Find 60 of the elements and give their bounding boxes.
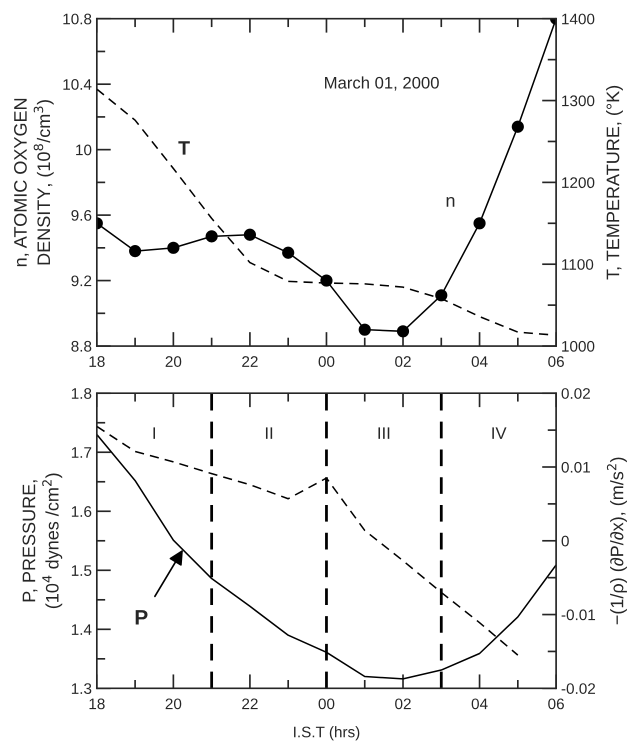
x-tick-label: 22 <box>242 356 258 367</box>
y-tick-label: 10 <box>76 144 92 156</box>
y2-tick-label: 1400 <box>562 14 594 24</box>
y2-axis-title: T, TEMPERATURE, (°K) <box>606 86 623 280</box>
x-tick-label: 02 <box>395 356 411 367</box>
y-tick-label: 8.8 <box>71 340 92 352</box>
point <box>473 217 486 230</box>
y-tick-label: 9.6 <box>71 210 92 221</box>
y-tick-label: 10.4 <box>63 79 92 90</box>
point <box>358 324 371 336</box>
y-axis-title: P, PRESSURE, (10$^{4}$ dynes /cm$^{2}$) <box>22 474 62 608</box>
y2-tick-label: -0.02 <box>562 683 596 694</box>
annotation: n <box>446 196 454 207</box>
y-axis-title: n, ATOMIC OXYGEN DENSITY, (10$^{8}$/cm$^{3}$) <box>14 98 54 266</box>
y2-tick-label: 0.01 <box>562 462 590 473</box>
point <box>167 242 180 254</box>
y2-tick-label: 0 <box>562 536 569 546</box>
y-tick-label: 1.8 <box>72 388 92 399</box>
point <box>512 120 524 133</box>
point <box>244 228 256 241</box>
x-tick-label: 00 <box>318 698 334 710</box>
annotation: I <box>153 427 156 439</box>
annotation: III <box>378 427 390 439</box>
point <box>129 245 142 258</box>
y2-tick-label: 1000 <box>562 340 594 352</box>
y2-tick-label: 0.02 <box>562 388 590 399</box>
x-tick-label: 04 <box>472 356 488 367</box>
y-tick-label: 1.3 <box>72 683 92 694</box>
annotation: T <box>178 141 190 155</box>
y2-tick-label: -0.01 <box>562 609 596 620</box>
y2-tick-label: 1200 <box>562 177 594 188</box>
x-axis-title: I.S.T (hrs) <box>294 726 360 740</box>
y-tick-label: 1.5 <box>72 565 92 576</box>
x-tick-label: 00 <box>318 356 334 367</box>
annotation: P <box>136 610 148 624</box>
x-tick-label: 18 <box>89 356 105 367</box>
annotation: II <box>266 427 272 439</box>
x-tick-label: 20 <box>166 698 182 710</box>
point <box>435 289 448 302</box>
x-tick-label: 02 <box>395 698 411 710</box>
x-tick-label: 20 <box>166 356 182 367</box>
x-tick-label: 06 <box>548 356 564 367</box>
annotation: March 01, 2000 <box>325 76 439 91</box>
x-tick-label: 06 <box>548 698 564 710</box>
y2-tick-label: 1300 <box>562 95 594 106</box>
y-tick-label: 10.8 <box>63 14 92 24</box>
y-tick-label: 9.2 <box>71 275 92 286</box>
point <box>320 274 333 287</box>
x-tick-label: 18 <box>89 698 105 710</box>
y-tick-label: 1.6 <box>72 506 92 517</box>
y-tick-label: 1.7 <box>72 447 92 458</box>
y-tick-label: 1.4 <box>72 624 92 635</box>
y2-axis-title: −(1/ρ) (∂P/∂x), (m/s$^{2}$) <box>606 458 627 624</box>
annotation: IV <box>492 427 506 439</box>
point <box>206 230 218 242</box>
point <box>282 246 294 259</box>
x-tick-label: 22 <box>242 698 258 710</box>
x-tick-label: 04 <box>472 698 488 710</box>
y2-tick-label: 1100 <box>562 259 594 270</box>
point <box>396 325 410 338</box>
